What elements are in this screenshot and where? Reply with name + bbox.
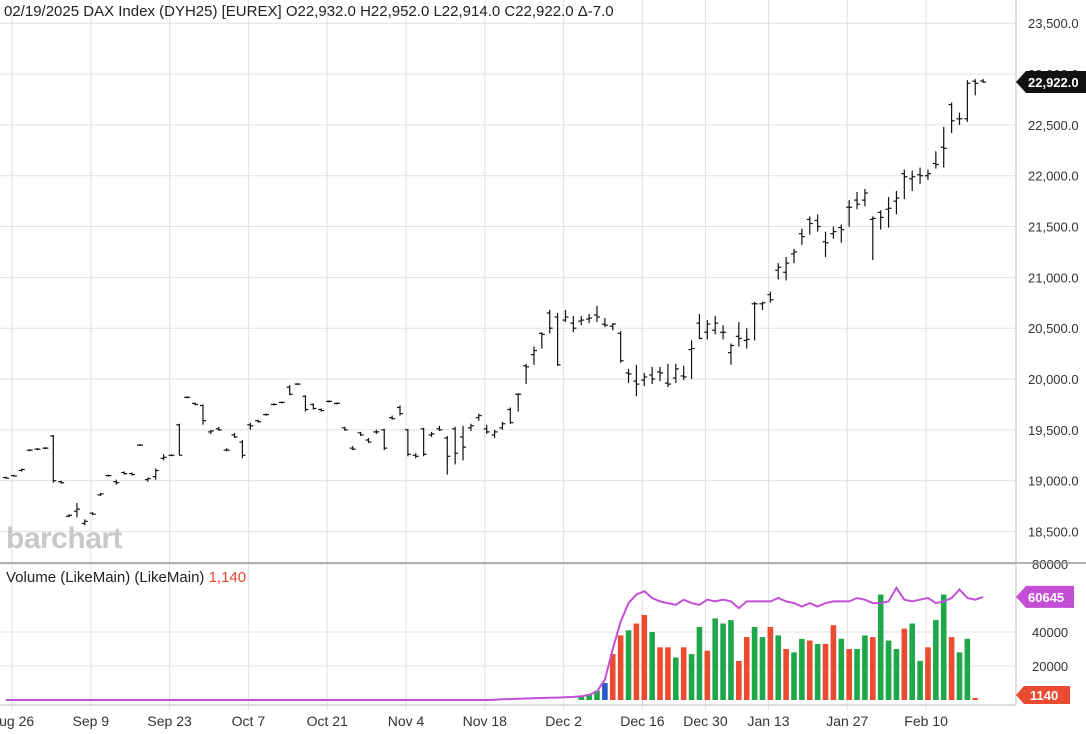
volume-average-line xyxy=(6,585,984,701)
volume-bar xyxy=(783,649,789,700)
chart-header: 02/19/2025 DAX Index (DYH25) [EUREX] O22… xyxy=(4,3,614,20)
volume-bar xyxy=(814,643,821,700)
volume-value: 1,140 xyxy=(208,569,247,586)
volume-last-label: 1140 xyxy=(1030,688,1058,703)
volume-bar xyxy=(956,652,963,700)
volume-bar xyxy=(830,625,837,700)
volume-label: Volume (LikeMain) (LikeMain) xyxy=(6,569,205,586)
volume-bar xyxy=(680,647,687,700)
volume-bar xyxy=(625,630,632,700)
header-low: L22,914.0 xyxy=(433,3,501,20)
volume-bar xyxy=(633,623,640,700)
volume-last-tag xyxy=(1016,686,1070,704)
volume-bar xyxy=(673,657,679,700)
x-tick-label: Sep 23 xyxy=(147,713,192,729)
header-date: 02/19/2025 xyxy=(4,3,80,20)
volume-bar xyxy=(948,637,955,700)
volume-tick-label: 40000 xyxy=(1032,625,1068,640)
volume-bar xyxy=(822,643,829,700)
price-tick-label: 23,500.0 xyxy=(1028,16,1079,31)
volume-bar xyxy=(641,615,648,700)
x-tick-label: Dec 2 xyxy=(545,713,582,729)
price-tick-label: 19,000.0 xyxy=(1028,474,1079,489)
header-close: C22,922.0 xyxy=(504,3,574,20)
x-tick-label: Nov 4 xyxy=(388,713,425,729)
header-change: Δ-7.0 xyxy=(577,3,614,20)
volume-bar xyxy=(594,690,600,700)
volume-bar xyxy=(877,594,884,700)
volume-bar xyxy=(972,698,979,700)
x-tick-label: Jan 27 xyxy=(826,713,868,729)
volume-header: Volume (LikeMain) (LikeMain) 1,140 xyxy=(6,569,246,586)
volume-bar xyxy=(767,626,774,700)
volume-bar xyxy=(602,683,608,700)
price-tick-label: 22,500.0 xyxy=(1028,118,1079,133)
volume-average-tag xyxy=(1016,585,1074,608)
volume-bar xyxy=(720,623,726,700)
volume-bar xyxy=(964,638,971,700)
last-price-tag xyxy=(1016,71,1086,94)
volume-bar xyxy=(791,652,797,700)
volume-bar xyxy=(712,618,718,700)
volume-bar xyxy=(609,654,616,700)
volume-bar xyxy=(704,650,711,700)
volume-bar xyxy=(617,635,624,700)
volume-average-label: 60645 xyxy=(1028,590,1064,605)
volume-bar xyxy=(759,637,766,700)
header-open: O22,932.0 xyxy=(285,3,356,20)
volume-bar xyxy=(696,626,703,700)
volume-bar xyxy=(893,649,900,700)
x-tick-label: Feb 10 xyxy=(904,713,948,729)
volume-bar xyxy=(775,635,782,700)
x-tick-label: Aug 26 xyxy=(0,713,34,729)
price-tick-label: 22,000.0 xyxy=(1028,169,1079,184)
volume-bar xyxy=(806,640,813,700)
volume-bar xyxy=(751,626,758,700)
volume-bar xyxy=(862,635,868,700)
volume-bar xyxy=(728,620,734,700)
volume-bar xyxy=(578,695,585,700)
price-tick-label: 21,500.0 xyxy=(1028,220,1079,235)
x-tick-label: Sep 9 xyxy=(73,713,110,729)
volume-bar xyxy=(657,647,663,700)
volume-tick-label: 20000 xyxy=(1032,659,1068,674)
price-tick-label: 21,000.0 xyxy=(1028,270,1079,285)
barchart-watermark: barchart xyxy=(6,522,123,555)
volume-bar xyxy=(870,637,876,700)
volume-bar xyxy=(846,649,852,700)
last-price-label: 22,922.0 xyxy=(1028,75,1079,90)
x-tick-label: Oct 7 xyxy=(232,713,266,729)
volume-bar xyxy=(940,594,947,700)
volume-bar xyxy=(743,637,750,700)
header-instrument: DAX Index (DYH25) [EUREX] xyxy=(83,3,282,20)
volume-tick-label: 80000 xyxy=(1032,557,1068,572)
volume-bar xyxy=(933,620,939,700)
volume-bar xyxy=(688,654,695,700)
volume-bar xyxy=(799,638,805,700)
volume-bar xyxy=(901,628,908,700)
volume-bar xyxy=(885,640,892,700)
volume-bar xyxy=(917,660,923,700)
x-tick-label: Dec 16 xyxy=(620,713,665,729)
volume-bar xyxy=(925,647,931,700)
volume-bar xyxy=(736,660,742,700)
volume-bar xyxy=(854,649,860,700)
volume-bar xyxy=(838,638,845,700)
price-tick-label: 19,500.0 xyxy=(1028,423,1079,438)
header-high: H22,952.0 xyxy=(360,3,430,20)
volume-bar xyxy=(665,647,671,700)
price-tick-label: 20,000.0 xyxy=(1028,372,1079,387)
volume-bar xyxy=(586,694,592,700)
x-tick-label: Oct 21 xyxy=(307,713,348,729)
volume-bar xyxy=(909,623,915,700)
price-tick-label: 20,500.0 xyxy=(1028,321,1079,336)
volume-bar xyxy=(649,632,655,700)
x-tick-label: Jan 13 xyxy=(747,713,789,729)
price-tick-label: 18,500.0 xyxy=(1028,525,1079,540)
x-tick-label: Nov 18 xyxy=(463,713,508,729)
x-tick-label: Dec 30 xyxy=(683,713,728,729)
